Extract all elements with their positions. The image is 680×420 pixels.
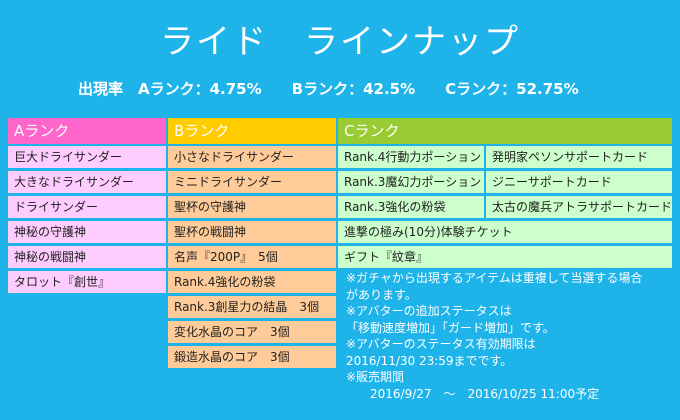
rank-c-item: 発明家ペソンサポートカード — [486, 146, 672, 168]
rank-b-item: 鍛造水晶のコア 3個 — [168, 346, 336, 368]
rank-a-item: ドライサンダー — [8, 196, 166, 218]
rank-b-item: 小さなドライサンダー — [168, 146, 336, 168]
rank-b-item: 聖杯の戦闘神 — [168, 221, 336, 243]
rank-c-item: Rank.3魔幻力ポーション 3 — [338, 171, 484, 193]
rank-b-item: Rank.3創星力の結晶 3個 — [168, 296, 336, 318]
rank-c-item: 太古の魔兵アトラサポートカード — [486, 196, 672, 218]
header-rank-c: Cランク — [338, 118, 672, 144]
rank-c-item: ギフト『紋章』 — [338, 246, 672, 268]
rank-a-item: 神秘の戦闘神 — [8, 246, 166, 268]
rank-b-item: 変化水晶のコア 3個 — [168, 321, 336, 343]
rank-c-item: 進撃の極み(10分)体験チケット — [338, 221, 672, 243]
rank-c-item: Rank.3強化の粉袋 — [338, 196, 484, 218]
rank-a-item: タロット『創世』 — [8, 271, 166, 293]
rank-a-item: 大きなドライサンダー — [8, 171, 166, 193]
page-title: ライド ラインナップ — [160, 22, 520, 62]
rank-b-item: Rank.4強化の粉袋 — [168, 271, 336, 293]
rank-b-item: 名声『200P』 5個 — [168, 246, 336, 268]
rank-b-item: ミニドライサンダー — [168, 171, 336, 193]
header-rank-b: Bランク — [168, 118, 336, 144]
header-rank-a: Aランク — [8, 118, 166, 144]
rank-b-item: 聖杯の守護神 — [168, 196, 336, 218]
appearance-rates: 出現率 Aランク：4.75% Bランク：42.5% Cランク：52.75% — [78, 80, 579, 98]
notes: ※ガチャから出現するアイテムは重複して当選する場合 があります。 ※アバターの追… — [346, 271, 643, 401]
rank-a-item: 神秘の守護神 — [8, 221, 166, 243]
rank-c-item: ジニーサポートカード — [486, 171, 672, 193]
rank-c-item: Rank.4行動力ポーション 3 — [338, 146, 484, 168]
rank-a-item: 巨大ドライサンダー — [8, 146, 166, 168]
